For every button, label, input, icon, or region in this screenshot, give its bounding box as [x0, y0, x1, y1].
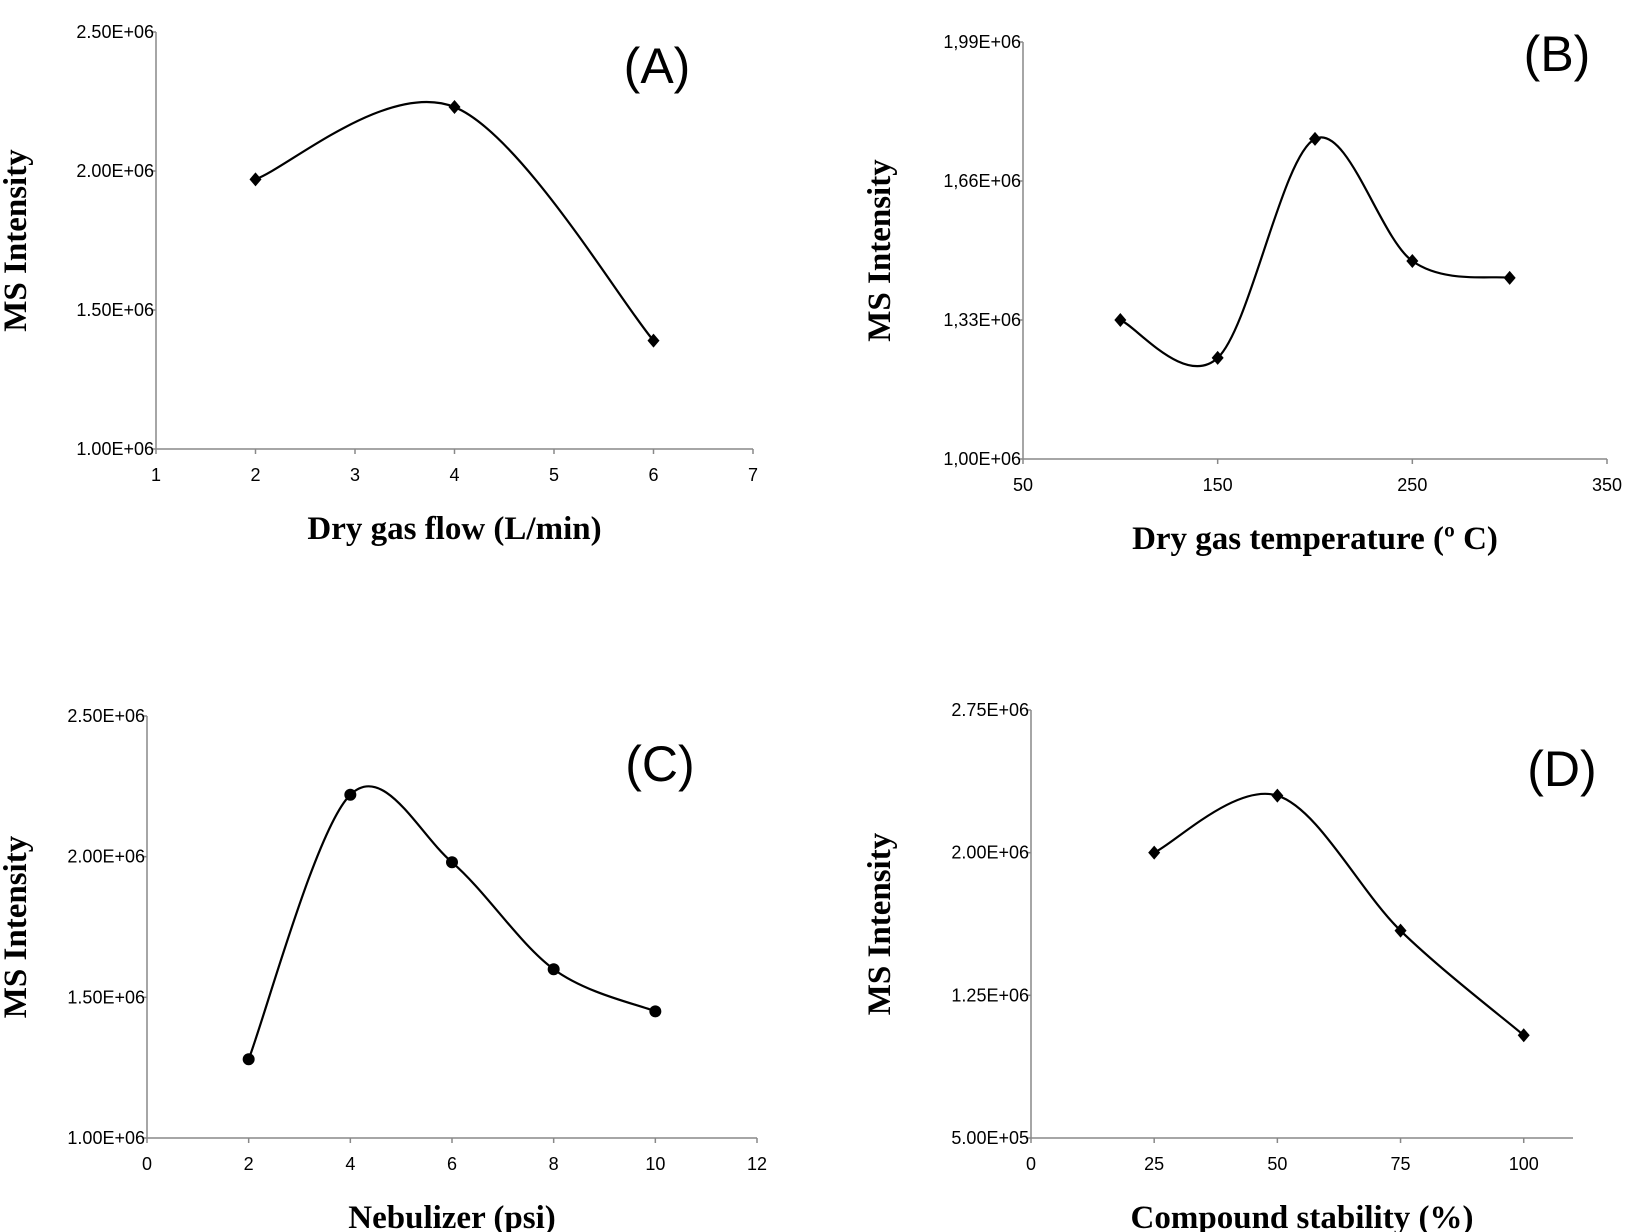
x-tick-label: 4	[345, 1154, 355, 1174]
y-axis-title: MS Intensity	[862, 159, 898, 342]
x-tick-label: 350	[1592, 475, 1622, 495]
y-tick-label: 2.75E+06	[951, 700, 1029, 720]
data-point	[1271, 788, 1284, 803]
x-tick-label: 0	[1026, 1154, 1036, 1174]
data-point	[448, 100, 461, 115]
x-tick-label: 5	[549, 465, 559, 485]
x-tick-label: 6	[648, 465, 658, 485]
x-tick-label: 75	[1391, 1154, 1411, 1174]
y-tick-label: 2.00E+06	[67, 847, 145, 867]
x-tick-label: 150	[1203, 475, 1233, 495]
y-tick-label: 1,99E+06	[943, 32, 1021, 52]
data-line	[255, 100, 655, 342]
data-point	[1394, 923, 1407, 938]
x-tick-label: 250	[1397, 475, 1427, 495]
y-tick-label: 1.00E+06	[67, 1128, 145, 1148]
panel-label: (C)	[625, 736, 694, 792]
data-point	[446, 856, 458, 869]
data-point	[1503, 270, 1516, 285]
x-axis-title: Nebulizer (psi)	[348, 1200, 555, 1232]
x-tick-label: 4	[449, 465, 459, 485]
x-tick-label: 2	[250, 465, 260, 485]
y-tick-label: 2.50E+06	[67, 706, 145, 726]
x-tick-label: 2	[244, 1154, 254, 1174]
x-tick-label: 3	[350, 465, 360, 485]
x-tick-label: 10	[645, 1154, 665, 1174]
y-axis-title: MS Intensity	[0, 835, 34, 1018]
x-tick-label: 12	[747, 1154, 767, 1174]
x-axis-title: Dry gas temperature (º C)	[1132, 521, 1498, 557]
y-tick-label: 1.50E+06	[76, 300, 154, 320]
x-tick-label: 8	[549, 1154, 559, 1174]
y-tick-label: 1,66E+06	[943, 171, 1021, 191]
data-point	[249, 172, 262, 187]
y-tick-label: 1,33E+06	[943, 310, 1021, 330]
y-tick-label: 2.00E+06	[76, 161, 154, 181]
data-point	[647, 333, 660, 348]
x-tick-label: 7	[748, 465, 758, 485]
y-tick-label: 2.00E+06	[951, 843, 1029, 863]
data-point	[344, 788, 357, 801]
x-axis-title: Compound stability (%)	[1131, 1200, 1474, 1232]
panel-label: (A)	[624, 38, 691, 94]
panel-label: (B)	[1524, 26, 1591, 82]
data-line	[1119, 136, 1510, 368]
x-tick-label: 1	[151, 465, 161, 485]
y-tick-label: 1.00E+06	[76, 439, 154, 459]
y-tick-label: 1,00E+06	[943, 449, 1021, 469]
y-tick-label: 5.00E+05	[951, 1128, 1029, 1148]
x-tick-label: 50	[1267, 1154, 1287, 1174]
data-point	[1148, 845, 1161, 860]
y-axis-title: MS Intensity	[0, 149, 34, 332]
data-point	[1309, 131, 1321, 146]
data-point	[1406, 254, 1419, 269]
y-tick-label: 2.50E+06	[76, 22, 154, 42]
data-line	[247, 785, 656, 1060]
y-axis-title: MS Intensity	[862, 832, 898, 1015]
x-tick-label: 6	[447, 1154, 457, 1174]
x-tick-label: 25	[1144, 1154, 1164, 1174]
y-tick-label: 1.25E+06	[951, 985, 1029, 1005]
data-point	[242, 1053, 255, 1066]
data-point	[547, 963, 560, 976]
x-axis-title: Dry gas flow (L/min)	[307, 511, 601, 547]
data-line	[1153, 792, 1525, 1037]
x-tick-label: 100	[1509, 1154, 1539, 1174]
data-point	[649, 1005, 662, 1018]
data-point	[1211, 350, 1224, 365]
y-tick-label: 1.50E+06	[67, 987, 145, 1007]
x-tick-label: 50	[1013, 475, 1033, 495]
data-point	[1114, 313, 1127, 327]
x-tick-label: 0	[142, 1154, 152, 1174]
data-point	[1517, 1028, 1530, 1043]
panel-label: (D)	[1527, 741, 1596, 797]
